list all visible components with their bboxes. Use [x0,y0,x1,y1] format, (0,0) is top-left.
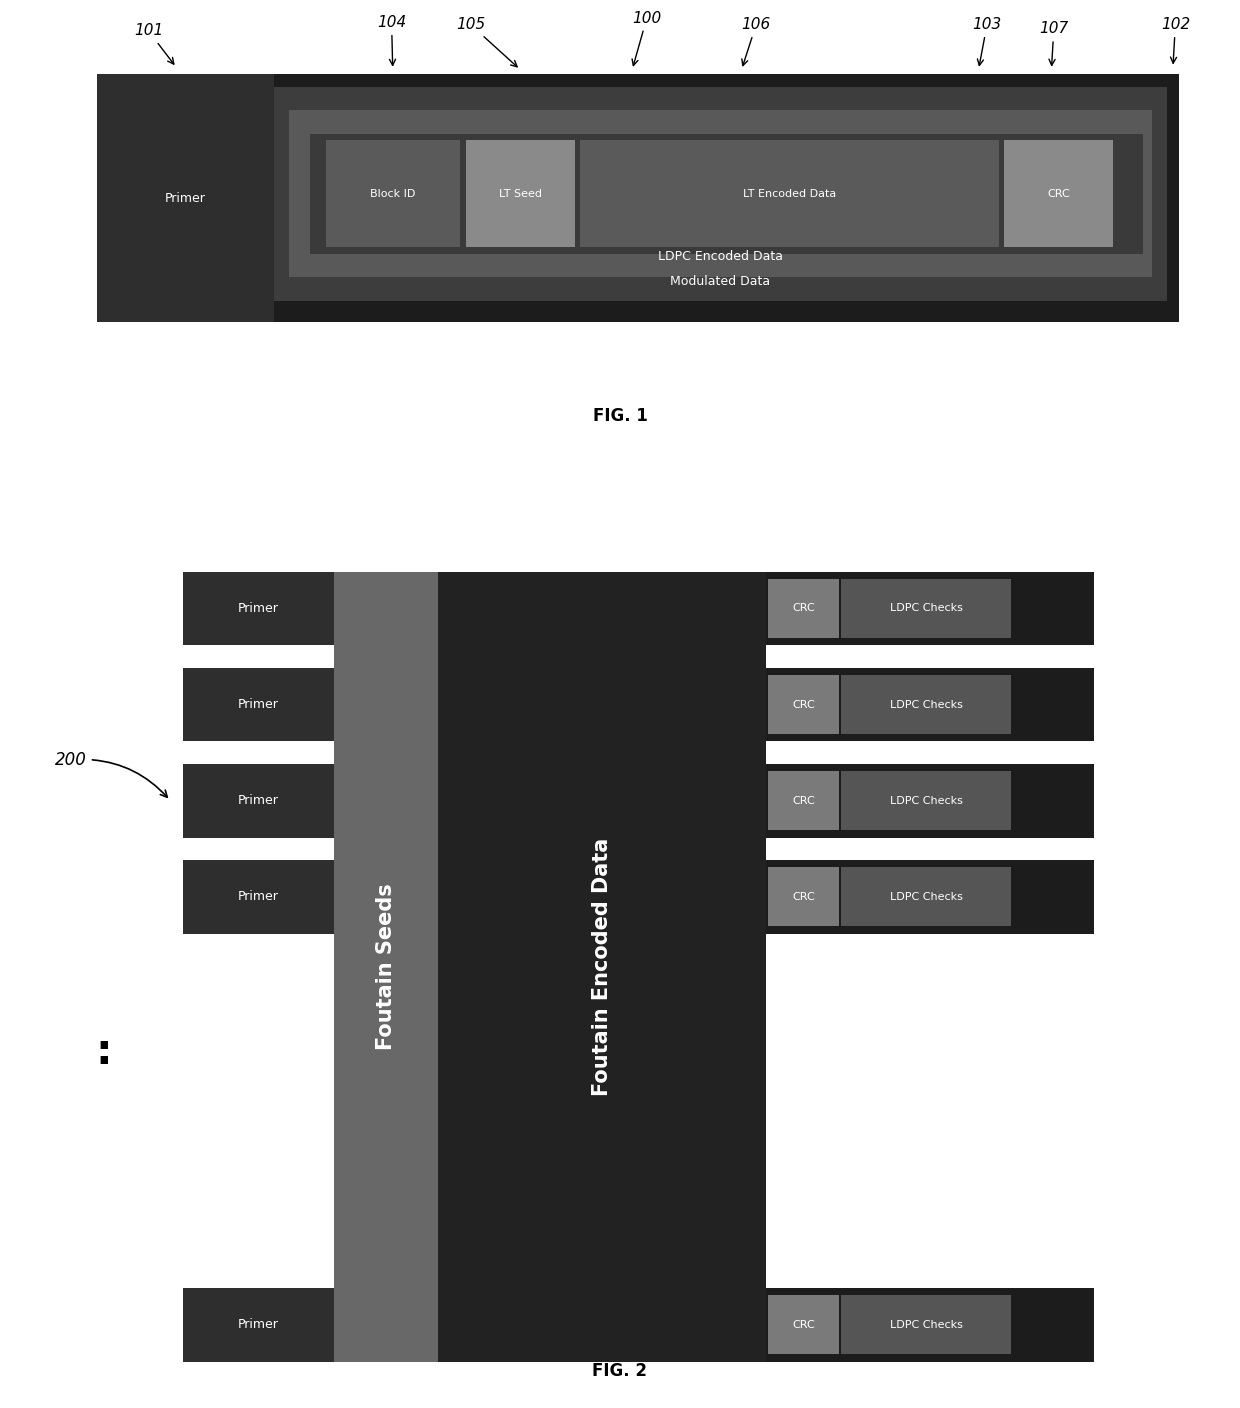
Text: CRC: CRC [792,1319,815,1329]
FancyBboxPatch shape [182,860,335,934]
FancyBboxPatch shape [841,867,1012,926]
FancyBboxPatch shape [580,141,999,248]
Text: 100: 100 [632,11,661,66]
Text: Foutain Seeds: Foutain Seeds [376,883,396,1050]
Text: 102: 102 [1161,17,1190,63]
FancyBboxPatch shape [438,765,766,838]
Text: :: : [95,1032,112,1073]
Text: LT Seed: LT Seed [498,189,542,199]
FancyBboxPatch shape [182,1288,1094,1362]
FancyBboxPatch shape [769,674,838,734]
FancyBboxPatch shape [769,579,838,638]
FancyBboxPatch shape [438,860,766,934]
FancyBboxPatch shape [182,765,1094,838]
Text: Primer: Primer [238,1318,279,1331]
Text: LDPC Checks: LDPC Checks [890,700,962,710]
Text: LDPC Checks: LDPC Checks [890,604,962,614]
Text: FIG. 2: FIG. 2 [593,1363,647,1380]
FancyBboxPatch shape [326,141,460,248]
FancyBboxPatch shape [335,667,438,742]
FancyBboxPatch shape [335,572,438,1362]
Text: 200: 200 [55,750,167,797]
FancyBboxPatch shape [438,572,766,645]
FancyBboxPatch shape [1004,141,1114,248]
FancyBboxPatch shape [98,75,1179,322]
FancyBboxPatch shape [335,572,438,645]
Text: LDPC Checks: LDPC Checks [890,796,962,805]
FancyBboxPatch shape [841,579,1012,638]
FancyBboxPatch shape [335,860,438,934]
FancyBboxPatch shape [335,1288,438,1362]
Text: 106: 106 [742,17,771,66]
FancyBboxPatch shape [289,110,1152,277]
FancyBboxPatch shape [841,772,1012,831]
FancyBboxPatch shape [841,674,1012,734]
Text: Block ID: Block ID [370,189,415,199]
Text: CRC: CRC [792,604,815,614]
FancyBboxPatch shape [182,860,1094,934]
Text: 103: 103 [972,17,1002,65]
FancyBboxPatch shape [274,87,1167,301]
Text: CRC: CRC [792,700,815,710]
Text: LT Encoded Data: LT Encoded Data [743,189,836,199]
Text: 105: 105 [456,17,517,66]
FancyBboxPatch shape [182,572,1094,645]
Text: 104: 104 [377,15,407,65]
FancyBboxPatch shape [182,1288,335,1362]
FancyBboxPatch shape [769,867,838,926]
Text: LDPC Encoded Data: LDPC Encoded Data [658,251,784,263]
Text: LDPC Checks: LDPC Checks [890,1319,962,1329]
FancyBboxPatch shape [769,772,838,831]
FancyBboxPatch shape [182,667,1094,742]
Text: 101: 101 [134,24,174,65]
Text: Primer: Primer [165,191,206,204]
Text: Modulated Data: Modulated Data [670,275,770,289]
Text: Primer: Primer [238,890,279,904]
FancyBboxPatch shape [98,75,274,322]
FancyBboxPatch shape [182,765,335,838]
Text: Primer: Primer [238,698,279,711]
Text: CRC: CRC [792,891,815,903]
Text: CRC: CRC [1048,189,1070,199]
FancyBboxPatch shape [438,667,766,742]
Text: Primer: Primer [238,794,279,807]
Text: LDPC Checks: LDPC Checks [890,891,962,903]
FancyBboxPatch shape [438,572,766,1362]
Text: Foutain Encoded Data: Foutain Encoded Data [591,838,611,1095]
FancyBboxPatch shape [466,141,575,248]
Text: CRC: CRC [792,796,815,805]
FancyBboxPatch shape [438,1288,766,1362]
FancyBboxPatch shape [182,667,335,742]
Text: FIG. 1: FIG. 1 [593,407,647,425]
FancyBboxPatch shape [841,1295,1012,1354]
Text: Primer: Primer [238,601,279,615]
FancyBboxPatch shape [310,134,1142,253]
FancyBboxPatch shape [335,765,438,838]
FancyBboxPatch shape [182,572,335,645]
Text: 107: 107 [1039,21,1069,65]
FancyBboxPatch shape [769,1295,838,1354]
